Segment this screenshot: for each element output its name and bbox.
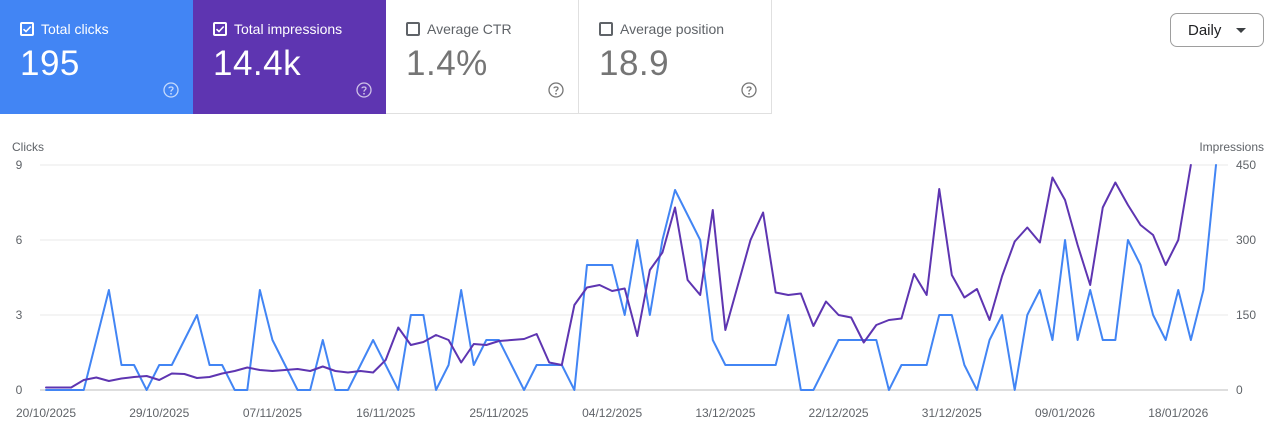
- total-impressions-header: Total impressions: [213, 21, 342, 37]
- x-ticks: 20/10/2025 29/10/2025 07/11/2025 16/11/2025…: [16, 406, 1209, 420]
- gridlines: [40, 164, 1228, 391]
- x-tick-label: 04/12/2025: [582, 406, 642, 420]
- help-icon[interactable]: [548, 82, 564, 98]
- right-y-tick-label: 300: [1236, 233, 1256, 247]
- average-position-value: 18.9: [599, 44, 670, 83]
- x-tick-label: 31/12/2025: [922, 406, 982, 420]
- total-impressions-label: Total impressions: [234, 21, 343, 37]
- x-tick-label: 09/01/2026: [1035, 406, 1095, 420]
- x-tick-label: 16/11/2025: [356, 406, 415, 420]
- total-clicks-card[interactable]: Total clicks 195: [0, 0, 193, 114]
- granularity-selected: Daily: [1188, 21, 1222, 39]
- left-y-tick-label: 9: [16, 158, 23, 172]
- checkbox-checked-icon[interactable]: [213, 22, 227, 36]
- metric-cards: Total clicks 195 Total impressions 14.4k…: [0, 0, 772, 114]
- total-impressions-value: 14.4k: [213, 44, 302, 83]
- total-clicks-header: Total clicks: [20, 21, 109, 37]
- checkbox-unchecked-icon[interactable]: [406, 22, 420, 36]
- total-clicks-value: 195: [20, 44, 80, 83]
- performance-chart: Clicks Impressions 0 3 6 9 0 150 300 450 20/10…: [12, 140, 1264, 420]
- right-y-tick-label: 150: [1236, 308, 1256, 322]
- impressions-series-line: [45, 164, 1192, 389]
- x-tick-label: 13/12/2025: [695, 406, 755, 420]
- right-y-ticks: 0 150 300 450: [1236, 158, 1256, 397]
- caret-down-icon: [1236, 28, 1246, 33]
- left-y-tick-label: 6: [16, 233, 23, 247]
- clicks-series-line: [45, 164, 1217, 391]
- help-icon[interactable]: [741, 82, 757, 98]
- help-icon[interactable]: [356, 82, 372, 98]
- help-icon[interactable]: [163, 82, 179, 98]
- series-lines: [45, 164, 1217, 391]
- average-ctr-label: Average CTR: [427, 21, 512, 37]
- right-y-tick-label: 0: [1236, 383, 1243, 397]
- left-y-tick-label: 0: [16, 383, 23, 397]
- checkbox-checked-icon[interactable]: [20, 22, 34, 36]
- average-position-header: Average position: [599, 21, 724, 37]
- x-tick-label: 22/12/2025: [809, 406, 869, 420]
- left-y-tick-label: 3: [16, 308, 23, 322]
- left-axis-label: Clicks: [12, 140, 44, 154]
- total-impressions-card[interactable]: Total impressions 14.4k: [193, 0, 386, 114]
- x-tick-label: 07/11/2025: [243, 406, 302, 420]
- average-ctr-value: 1.4%: [406, 44, 488, 83]
- x-tick-label: 25/11/2025: [469, 406, 528, 420]
- checkbox-unchecked-icon[interactable]: [599, 22, 613, 36]
- right-axis-label: Impressions: [1199, 140, 1264, 154]
- average-ctr-header: Average CTR: [406, 21, 512, 37]
- x-tick-label: 20/10/2025: [16, 406, 76, 420]
- granularity-dropdown[interactable]: Daily: [1170, 13, 1264, 47]
- average-position-label: Average position: [620, 21, 725, 37]
- average-position-card[interactable]: Average position 18.9: [579, 0, 772, 114]
- x-tick-label: 18/01/2026: [1148, 406, 1208, 420]
- left-y-ticks: 0 3 6 9: [16, 158, 23, 397]
- total-clicks-label: Total clicks: [41, 21, 109, 37]
- x-tick-label: 29/10/2025: [129, 406, 189, 420]
- right-y-tick-label: 450: [1236, 158, 1256, 172]
- average-ctr-card[interactable]: Average CTR 1.4%: [386, 0, 579, 114]
